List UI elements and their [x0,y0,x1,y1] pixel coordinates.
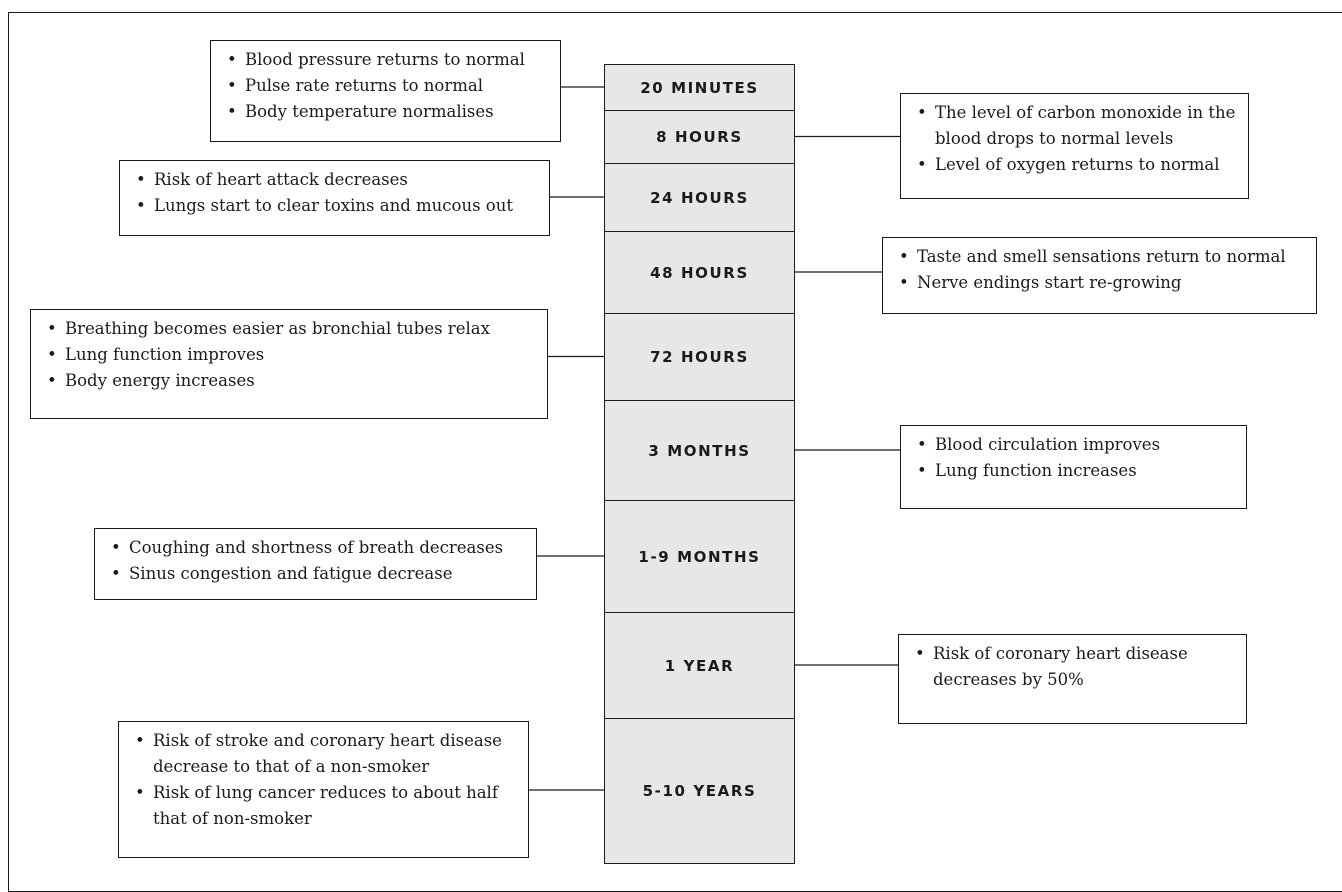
period-cell: 3 MONTHS [604,400,795,502]
effects-box: Blood pressure returns to normalPulse ra… [210,40,561,142]
period-label: 72 HOURS [650,348,749,367]
period-cell: 1 YEAR [604,612,795,720]
period-cell: 5-10 YEARS [604,718,795,864]
effects-list: Blood pressure returns to normalPulse ra… [225,47,548,125]
effect-item: Sinus congestion and fatigue decrease [109,561,524,587]
effects-list: The level of carbon monoxide in the bloo… [915,100,1236,178]
effects-list: Breathing becomes easier as bronchial tu… [45,316,535,394]
period-label: 1 YEAR [664,656,735,675]
effect-item: Blood pressure returns to normal [225,47,548,73]
effects-box: The level of carbon monoxide in the bloo… [900,93,1249,199]
effect-item: Risk of stroke and coronary heart diseas… [133,728,516,780]
period-label: 1-9 MONTHS [638,547,761,566]
effects-list: Risk of coronary heart disease decreases… [913,641,1234,693]
effects-list: Risk of heart attack decreasesLungs star… [134,167,537,219]
effect-item: Nerve endings start re-growing [897,270,1304,296]
period-label: 24 HOURS [650,188,749,207]
effect-item: Coughing and shortness of breath decreas… [109,535,524,561]
effects-box: Coughing and shortness of breath decreas… [94,528,537,600]
effects-box: Taste and smell sensations return to nor… [882,237,1317,314]
effect-item: Body energy increases [45,368,535,394]
period-label: 5-10 YEARS [642,781,757,800]
period-cell: 24 HOURS [604,163,795,233]
effects-box: Risk of coronary heart disease decreases… [898,634,1247,724]
effect-item: Blood circulation improves [915,432,1234,458]
effect-item: Pulse rate returns to normal [225,73,548,99]
effects-box: Risk of stroke and coronary heart diseas… [118,721,529,858]
effect-item: Lungs start to clear toxins and mucous o… [134,193,537,219]
effect-item: Risk of coronary heart disease decreases… [913,641,1234,693]
period-label: 20 MINUTES [640,78,759,97]
effects-list: Coughing and shortness of breath decreas… [109,535,524,587]
effect-item: Risk of heart attack decreases [134,167,537,193]
period-cell: 1-9 MONTHS [604,500,795,614]
period-label: 48 HOURS [650,263,749,282]
effect-item: Breathing becomes easier as bronchial tu… [45,316,535,342]
effects-list: Blood circulation improvesLung function … [915,432,1234,484]
period-cell: 8 HOURS [604,110,795,165]
effect-item: The level of carbon monoxide in the bloo… [915,100,1236,152]
effects-box: Blood circulation improvesLung function … [900,425,1247,509]
effects-box: Breathing becomes easier as bronchial tu… [30,309,548,419]
effect-item: Lung function improves [45,342,535,368]
effects-box: Risk of heart attack decreasesLungs star… [119,160,550,236]
period-label: 3 MONTHS [648,441,751,460]
period-label: 8 HOURS [656,128,743,147]
effect-item: Level of oxygen returns to normal [915,152,1236,178]
effect-item: Lung function increases [915,458,1234,484]
effect-item: Risk of lung cancer reduces to about hal… [133,780,516,832]
period-cell: 72 HOURS [604,313,795,402]
period-cell: 48 HOURS [604,231,795,315]
effects-list: Risk of stroke and coronary heart diseas… [133,728,516,832]
effect-item: Taste and smell sensations return to nor… [897,244,1304,270]
effect-item: Body temperature normalises [225,99,548,125]
effects-list: Taste and smell sensations return to nor… [897,244,1304,296]
period-cell: 20 MINUTES [604,64,795,112]
